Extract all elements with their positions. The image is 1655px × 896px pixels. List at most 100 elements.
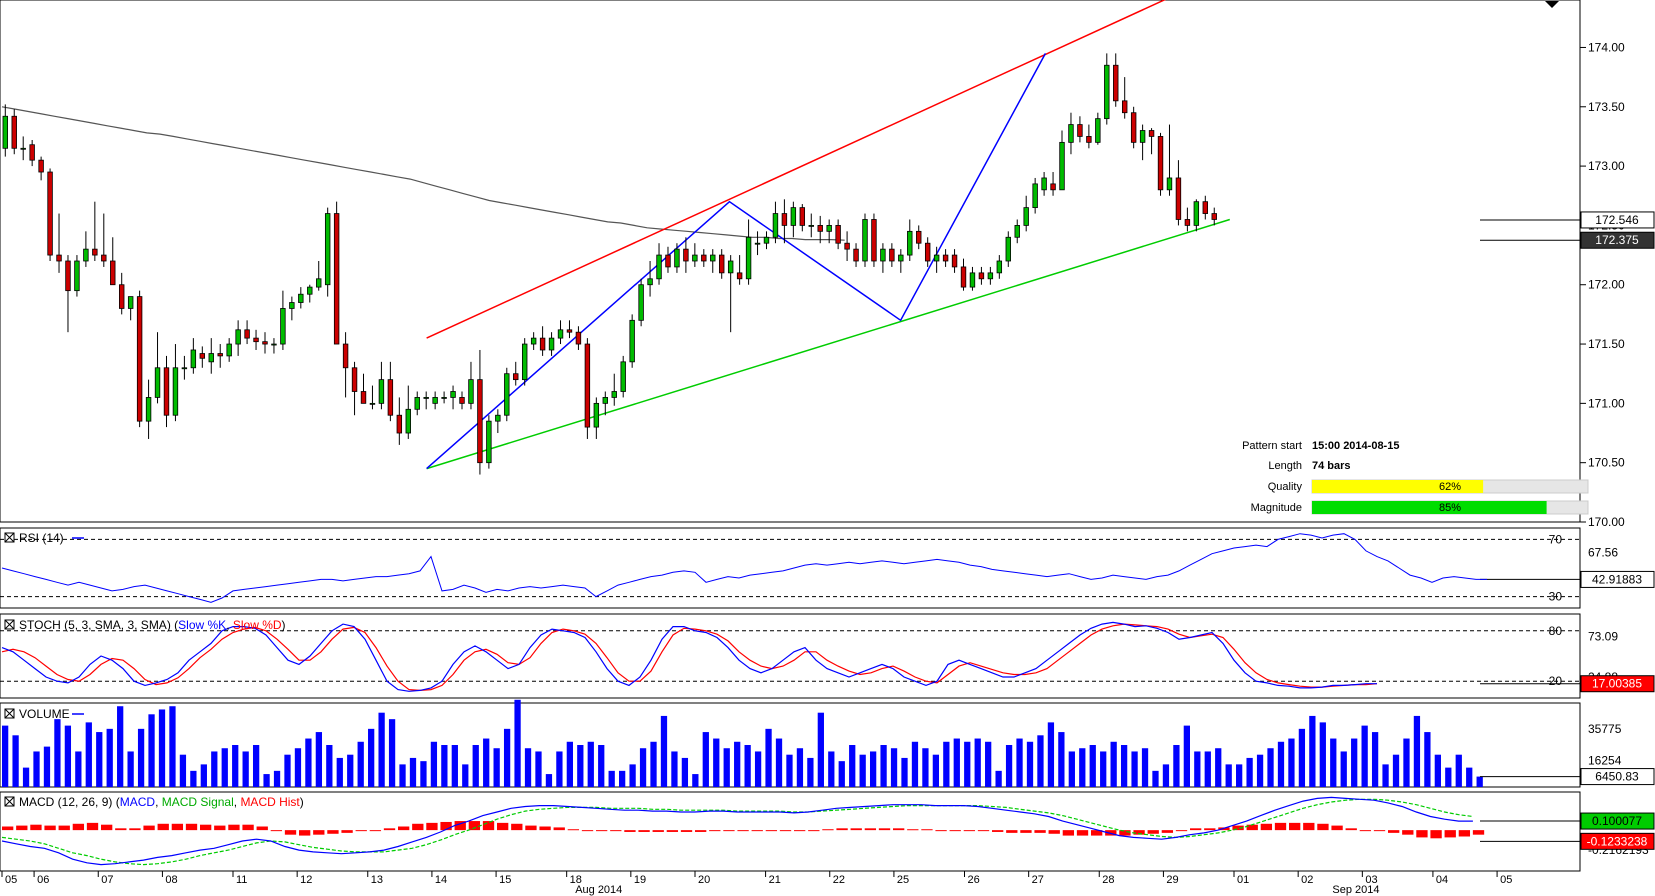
macd-hist-bar [398,826,410,831]
macd-hist-bar [1317,823,1329,831]
lower-trend-line [426,218,1231,470]
price-badge: 172.375 [1595,233,1639,247]
x-tick-label: 11 [236,874,247,886]
x-tick-label: 07 [101,874,113,886]
volume-bar [911,741,919,787]
candle-bearish [110,260,116,286]
macd-label: MACD (12, 26, 9) (MACD, MACD Signal, MAC… [19,795,304,809]
volume-bar [1288,738,1295,787]
candle-bullish [1193,201,1200,226]
stoch-label: STOCH (5, 3, SMA, 3, SMA) (Slow %K, Slow… [19,618,286,632]
candle-bullish [692,254,698,262]
candle-bullish [638,284,644,321]
volume-bar [566,741,573,787]
magnitude-bar-fill [1312,501,1547,514]
price-tick-label: 174.00 [1588,40,1625,54]
candle-bearish [817,225,823,232]
macd-hist-bar [949,830,961,832]
candle-bullish [772,213,779,238]
volume-bar [535,751,542,787]
candle-bearish [835,225,841,244]
price-tick-label: 171.50 [1588,337,1625,351]
volume-bar [514,699,521,787]
volume-bar [869,751,877,787]
macd-hist-bar [327,830,339,834]
macd-hist-bar [963,830,976,832]
macd-hist-bar [737,830,749,832]
candle-bullish [647,278,653,286]
candle-bullish [378,379,385,404]
volume-bar [137,728,145,787]
rsi-label: RSI (14) [19,531,64,545]
rsi-badge: 42.91883 [1592,572,1642,586]
candle-bullish [763,236,770,244]
candle-bullish [862,219,868,262]
volume-bar [399,764,406,787]
candle-bullish [432,397,438,404]
level-label: 20 [1549,674,1563,688]
volume-bar [1215,748,1222,787]
volume-bar [943,741,950,787]
rsi-badge-box [1580,570,1655,588]
scroll-arrow-icon[interactable] [1545,1,1559,8]
candle-bearish [387,379,394,416]
volume-bar [1162,764,1170,787]
candle-bearish [871,219,877,262]
candle-bullish [316,278,322,288]
candle-bullish [548,337,555,351]
volume-bar [252,745,260,787]
candle-bullish [298,293,304,303]
level-label: 80 [1549,624,1563,638]
macd-hist-bar [497,822,509,831]
volume-bar [1089,745,1096,787]
macd-hist-bar [765,830,778,832]
candle-bearish [101,254,107,262]
volume-bar [545,774,553,787]
candle-bullish [450,391,456,398]
rsi-close-icon-cross [4,532,15,543]
macd-hist-bar [751,830,763,832]
price-tick-label: 173.00 [1588,159,1625,173]
volume-bar [1225,764,1232,787]
volume-bar [619,770,626,787]
candle-bearish [951,254,958,268]
volume-badge: 6450.83 [1595,770,1639,784]
candle-bearish [1077,124,1083,137]
x-tick-label: 25 [897,874,909,886]
candle-bearish [396,414,403,434]
candle-bullish [969,272,976,288]
volume-bar [368,728,375,787]
candle-bullish [1014,225,1020,238]
volume-bar [1424,732,1431,787]
volume-bar [493,748,500,787]
volume-bar [932,754,940,787]
volume-bar [1047,722,1055,787]
macd-hist-bar [652,830,664,832]
macd-badge: -0.1233238 [1587,834,1648,848]
volume-bar [1100,751,1107,787]
x-tick-label: 14 [435,874,447,886]
macd-hist-bar [638,830,650,832]
volume-bar [1476,776,1483,787]
volume-bar [148,714,155,787]
volume-close-icon-cross [4,708,15,719]
volume-bar [483,738,490,787]
volume-bar [1434,754,1441,787]
macd-hist-bar [1458,830,1471,837]
candle-bullish [486,420,492,464]
candle-bearish [1157,136,1164,191]
price-tick-label: 171.00 [1588,396,1625,410]
volume-bar [158,709,166,787]
macd-hist-bar [1388,830,1400,833]
volume-bar [1340,751,1347,787]
volume-bar [242,751,249,787]
candle-bullish [235,329,241,345]
volume-panel: 35775 16254 6450.83 VOLUME [0,699,1655,788]
candle-bullish [629,319,635,363]
volume-bar [1298,728,1306,787]
candle-bullish [405,408,411,434]
macd-hist-bar [1062,830,1075,836]
candle-bearish [1211,213,1217,220]
candle-bearish [575,331,582,345]
candle-bullish [880,248,886,262]
